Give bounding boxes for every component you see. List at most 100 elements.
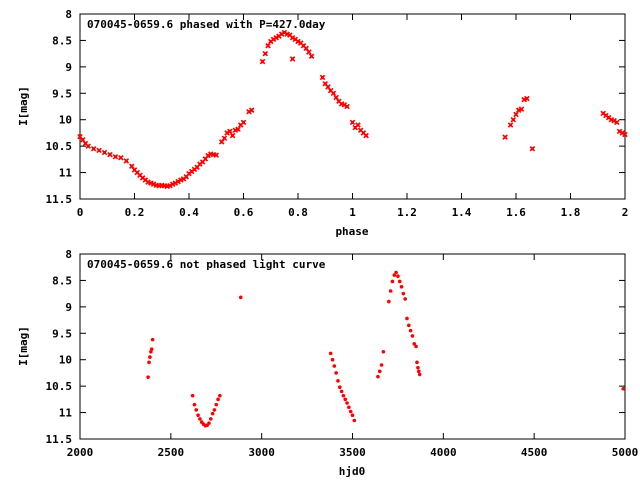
unphased-y-tick-label: 10.5 (46, 380, 73, 393)
data-point-core (291, 57, 295, 61)
data-point-core (307, 50, 311, 54)
unphased-x-tick-label: 2000 (67, 446, 94, 459)
data-point (147, 360, 151, 365)
phased-x-tick-label: 1.4 (452, 206, 472, 219)
data-point-core (81, 138, 85, 142)
data-point-core (92, 147, 96, 151)
unphased-ticks: 2000 2500 3000 3500 4000 4500 5000 8 8.5 9 9.5 10 10… (46, 248, 639, 459)
data-point (339, 389, 344, 394)
data-point-core (618, 129, 622, 133)
data-point (363, 132, 369, 139)
data-point (510, 116, 517, 123)
phased-x-tick-label: 1.8 (561, 206, 581, 219)
data-point-core (225, 131, 229, 135)
data-point-core (511, 118, 515, 122)
data-point-core (601, 111, 605, 115)
data-point-core (334, 96, 338, 100)
data-point-core (138, 173, 142, 177)
data-point (348, 409, 353, 414)
data-point (235, 126, 241, 132)
data-point-core (525, 97, 529, 101)
data-point (417, 369, 421, 374)
data-point (376, 374, 380, 379)
data-point (192, 402, 197, 407)
data-point (403, 297, 407, 301)
phased-x-tick-label: 0.6 (234, 206, 254, 219)
data-point (334, 371, 338, 375)
data-point-core (291, 36, 295, 40)
data-point (341, 393, 346, 398)
data-point-core (607, 116, 611, 120)
data-point-core (274, 36, 278, 40)
data-point (343, 397, 348, 402)
phased-y-axis-label: I[mag] (17, 86, 30, 126)
data-point (218, 393, 222, 398)
data-point-core (280, 32, 284, 36)
data-point (336, 379, 340, 383)
data-point (190, 393, 195, 398)
data-point (394, 270, 398, 275)
data-point (265, 42, 271, 49)
unphased-y-tick-label: 9 (65, 301, 72, 314)
data-point-core (519, 107, 523, 111)
data-point-core (141, 176, 145, 180)
data-point (614, 119, 620, 126)
data-point-core (203, 157, 207, 161)
data-point-core (351, 120, 354, 124)
data-point-core (359, 128, 363, 132)
data-point (379, 363, 384, 367)
unphased-panel: 070045-0659.6 not phased light curve hjd… (17, 248, 638, 478)
data-point (410, 334, 415, 338)
data-point (330, 90, 337, 97)
data-point-core (261, 60, 265, 64)
data-point-core (356, 123, 360, 127)
unphased-y-tick-label: 11.5 (46, 433, 73, 446)
data-point-core (340, 102, 344, 106)
data-point (319, 74, 326, 81)
data-point-core (149, 181, 153, 185)
data-point (221, 135, 228, 141)
phased-x-tick-label: 0.2 (125, 206, 145, 219)
data-point (529, 146, 536, 152)
data-point-core (233, 128, 237, 132)
data-point-core (301, 44, 305, 48)
data-point (149, 347, 154, 351)
data-point-core (171, 182, 175, 186)
data-point-core (509, 123, 513, 127)
phased-y-tick-label: 8.5 (52, 34, 72, 47)
data-point-core (522, 98, 526, 102)
data-point (412, 342, 417, 346)
unphased-x-tick-label: 5000 (612, 446, 639, 459)
data-point-core (247, 110, 251, 114)
data-point-core (342, 103, 346, 107)
data-point (524, 95, 530, 102)
data-point-core (97, 148, 101, 152)
data-point-core (187, 172, 191, 176)
data-point (214, 402, 219, 407)
data-point-core (282, 31, 286, 34)
data-point-core (176, 180, 180, 184)
data-point-core (329, 89, 333, 93)
phased-x-tick-label: 0.8 (288, 206, 308, 219)
phased-x-tick-label: 0 (77, 206, 84, 219)
data-point-core (331, 91, 335, 95)
data-point (401, 291, 406, 296)
data-point-core (517, 108, 521, 112)
data-point-core (168, 184, 172, 188)
data-point-core (103, 150, 107, 154)
data-point-core (133, 168, 136, 172)
data-point-core (263, 52, 267, 56)
data-point (337, 385, 342, 390)
phased-x-tick-label: 1.2 (397, 206, 417, 219)
data-point (306, 49, 312, 55)
data-point-core (212, 153, 216, 157)
phased-ticks: 0 0.2 0.4 0.6 0.8 1 1.2 1.4 1.6 1.8 2 8 8.5 9 9.5 10 10.… (46, 8, 629, 219)
data-point-core (604, 113, 608, 117)
data-point-core (195, 165, 199, 169)
data-point-core (86, 144, 90, 148)
data-point-core (296, 39, 300, 43)
data-point (513, 111, 519, 118)
unphased-chart-title: 070045-0659.6 not phased light curve (87, 258, 326, 271)
data-point-core (310, 54, 314, 58)
data-point (396, 274, 400, 279)
